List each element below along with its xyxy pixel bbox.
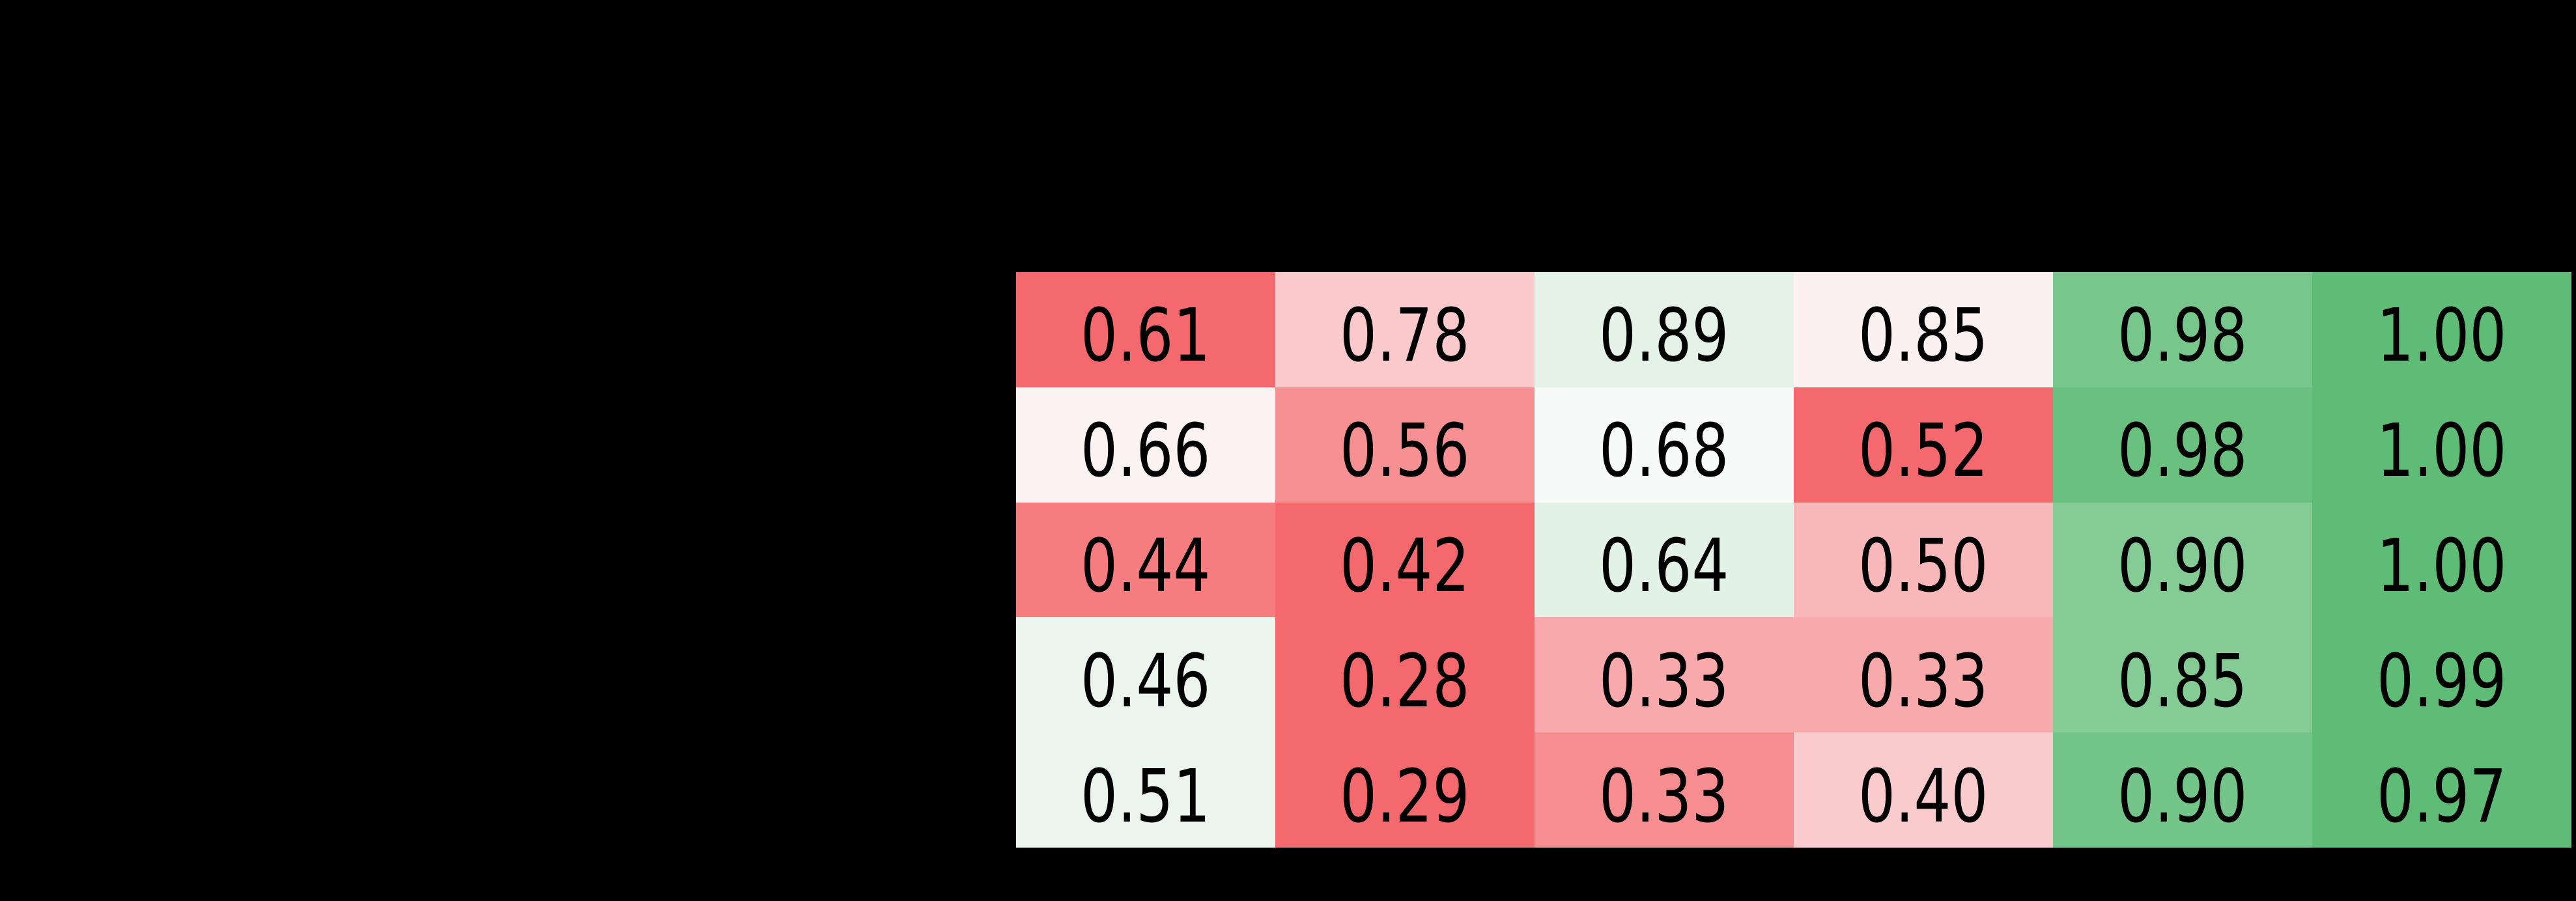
heatmap-cell-r1-c2: 0.78 [1275,272,1535,387]
heatmap-cell-r1-c6: 1.00 [2312,272,2571,387]
cell-value: 0.98 [2117,409,2248,494]
heatmap-cell-r4-c4: 0.33 [1794,617,2053,733]
cell-value: 0.33 [1599,754,1729,839]
cell-value: 0.99 [2377,639,2507,724]
heatmap-cell-r3-c3: 0.64 [1535,502,1794,618]
cell-value: 0.98 [2117,294,2248,379]
cell-value: 0.52 [1858,409,1989,494]
heatmap-cell-r1-c1: 0.61 [1016,272,1275,387]
heatmap-cell-r2-c6: 1.00 [2312,387,2571,503]
cell-value: 0.64 [1599,523,1729,609]
heatmap-cell-r2-c4: 0.52 [1794,387,2053,503]
heatmap-cell-r3-c5: 0.90 [2053,502,2312,618]
cell-value: 0.56 [1340,409,1470,494]
cell-value: 0.90 [2117,523,2248,609]
cell-value: 0.68 [1599,409,1729,494]
heatmap-cell-r1-c4: 0.85 [1794,272,2053,387]
cell-value: 0.40 [1858,754,1989,839]
cell-value: 0.85 [2117,639,2248,724]
heatmap-cell-r2-c3: 0.68 [1535,387,1794,503]
heatmap-cell-r4-c1: 0.46 [1016,617,1275,733]
cell-value: 1.00 [2377,409,2507,494]
heatmap-cell-r5-c4: 0.40 [1794,732,2053,848]
heatmap-cell-r5-c6: 0.97 [2312,732,2571,848]
heatmap-cell-r1-c5: 0.98 [2053,272,2312,387]
cell-value: 0.85 [1858,294,1989,379]
heatmap-cell-r3-c4: 0.50 [1794,502,2053,618]
heatmap-cell-r5-c1: 0.51 [1016,732,1275,848]
cell-value: 0.89 [1599,294,1729,379]
heatmap-cell-r3-c6: 1.00 [2312,502,2571,618]
cell-value: 0.61 [1081,294,1211,379]
heatmap-cell-r2-c1: 0.66 [1016,387,1275,503]
heatmap-cell-r2-c2: 0.56 [1275,387,1535,503]
cell-value: 0.28 [1340,639,1470,724]
heatmap-cell-r4-c5: 0.85 [2053,617,2312,733]
heatmap-cell-r5-c3: 0.33 [1535,732,1794,848]
heatmap-cell-r1-c3: 0.89 [1535,272,1794,387]
cell-value: 0.46 [1081,639,1211,724]
cell-value: 0.90 [2117,754,2248,839]
heatmap-cell-r4-c2: 0.28 [1275,617,1535,733]
heatmap-cell-r3-c1: 0.44 [1016,502,1275,618]
cell-value: 0.50 [1858,523,1989,609]
cell-value: 0.44 [1081,523,1211,609]
cell-value: 0.33 [1858,639,1989,724]
cell-value: 0.51 [1081,754,1211,839]
cell-value: 0.97 [2377,754,2507,839]
cell-value: 0.66 [1081,409,1211,494]
cell-value: 1.00 [2377,294,2507,379]
heatmap-cell-r5-c5: 0.90 [2053,732,2312,848]
cell-value: 1.00 [2377,523,2507,609]
heatmap-cell-r3-c2: 0.42 [1275,502,1535,618]
correlation-heatmap: 0.61 0.78 0.89 0.85 0.98 1.00 0.66 0.56 0.68 0.52… [1016,272,2571,848]
heatmap-cell-r5-c2: 0.29 [1275,732,1535,848]
cell-value: 0.42 [1340,523,1470,609]
heatmap-cell-r2-c5: 0.98 [2053,387,2312,503]
cell-value: 0.29 [1340,754,1470,839]
cell-value: 0.33 [1599,639,1729,724]
heatmap-cell-r4-c3: 0.33 [1535,617,1794,733]
heatmap-cell-r4-c6: 0.99 [2312,617,2571,733]
cell-value: 0.78 [1340,294,1470,379]
